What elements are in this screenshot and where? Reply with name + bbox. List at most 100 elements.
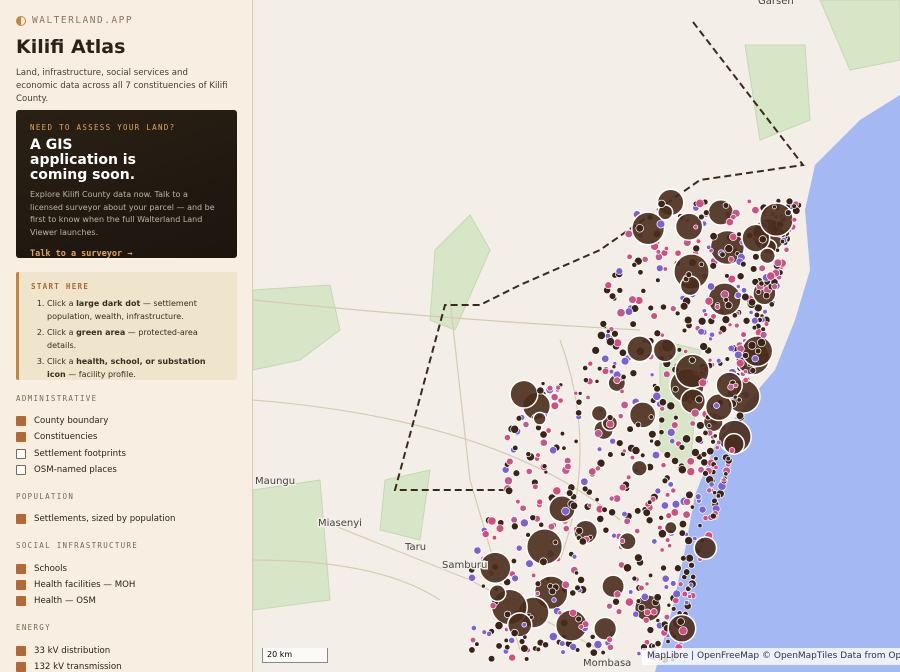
facility	[742, 376, 749, 384]
facility	[607, 451, 614, 458]
facility	[751, 355, 759, 363]
facility	[659, 405, 666, 412]
layer-item[interactable]: OSM-named places	[16, 462, 237, 478]
facility	[715, 493, 722, 499]
facility	[698, 378, 708, 388]
facility	[629, 454, 636, 461]
facility	[626, 253, 633, 260]
facility	[548, 632, 558, 642]
facility	[784, 209, 792, 217]
layer-item[interactable]: Settlements, sized by population	[16, 511, 237, 527]
facility	[525, 532, 531, 538]
facility	[758, 280, 765, 287]
facility	[608, 508, 617, 517]
facility	[623, 517, 631, 525]
facility	[655, 249, 662, 255]
checkbox[interactable]	[16, 563, 26, 574]
map[interactable]: Garsen Maungu Miasenyi Taru Samburu Mombasa	[253, 0, 900, 672]
layer-item[interactable]: Constituencies	[16, 429, 237, 445]
facility	[650, 608, 658, 616]
facility	[660, 564, 667, 572]
facility	[660, 462, 667, 469]
brand[interactable]: WALTERLAND.APP	[16, 15, 133, 26]
facility	[646, 626, 655, 634]
facility	[665, 512, 673, 519]
step: Click a green area — protected-area deta…	[47, 326, 225, 352]
facility	[469, 636, 477, 644]
step-text: Click a	[47, 328, 77, 337]
checkbox[interactable]	[16, 465, 26, 476]
layer-item[interactable]: Health — OSM	[16, 593, 237, 609]
layer-item[interactable]: Settlement footprints	[16, 446, 237, 462]
cta-body: Explore Kilifi County data now. Talk to …	[30, 190, 215, 237]
facility	[605, 337, 616, 347]
protected-area	[379, 469, 431, 541]
title: Kilifi Atlas	[16, 36, 126, 58]
facility	[616, 287, 624, 294]
layer-label: OSM-named places	[34, 465, 117, 476]
facility	[653, 385, 661, 393]
facility	[692, 244, 701, 253]
checkbox[interactable]	[16, 448, 26, 459]
layer-label: Health — OSM	[34, 596, 96, 607]
facility	[539, 430, 548, 439]
facility	[561, 580, 570, 589]
layer-item[interactable]: Health facilities — MOH	[16, 577, 237, 593]
facility	[624, 229, 633, 239]
facility	[724, 356, 731, 362]
facility	[740, 260, 747, 268]
layer-item[interactable]: 132 kV transmission	[16, 659, 237, 672]
cta-link[interactable]: Talk to a surveyor →	[30, 249, 133, 259]
facility	[673, 564, 682, 573]
facility	[665, 638, 671, 645]
checkbox[interactable]	[16, 514, 26, 525]
facility	[504, 644, 511, 651]
facility	[662, 370, 671, 379]
step: Click a health, school, or substation ic…	[47, 355, 225, 381]
facility	[755, 288, 762, 295]
facility	[473, 546, 482, 555]
facility	[655, 264, 664, 273]
checkbox[interactable]	[16, 596, 26, 607]
facility	[707, 357, 713, 363]
facility	[704, 296, 714, 306]
facility	[634, 507, 642, 515]
checkbox[interactable]	[16, 579, 26, 590]
layer-item[interactable]: County boundary	[16, 413, 237, 429]
facility	[642, 508, 651, 517]
facility	[666, 602, 672, 608]
facility	[766, 271, 776, 281]
facility	[580, 477, 589, 486]
facility	[624, 597, 634, 607]
facility	[649, 372, 655, 378]
facility	[495, 642, 503, 650]
facility	[494, 621, 504, 631]
checkbox[interactable]	[16, 432, 26, 443]
facility	[700, 458, 709, 467]
ocean	[655, 95, 900, 672]
facility	[539, 438, 548, 447]
facility	[642, 616, 650, 624]
facility	[609, 437, 617, 445]
facility	[594, 378, 600, 384]
facility	[515, 414, 523, 422]
layer-item[interactable]: 33 kV distribution	[16, 642, 237, 658]
facility	[712, 490, 718, 496]
facility	[519, 504, 527, 512]
step-bold: large dark dot	[76, 299, 141, 308]
facility	[772, 204, 777, 210]
facility	[601, 354, 610, 363]
facility	[706, 447, 715, 456]
facility	[515, 498, 521, 505]
facility	[760, 326, 766, 332]
checkbox[interactable]	[16, 645, 26, 656]
facility	[683, 315, 693, 325]
logo	[16, 15, 26, 26]
checkbox[interactable]	[16, 416, 26, 427]
layer-item[interactable]: Schools	[16, 560, 237, 576]
facility	[515, 544, 523, 552]
facility	[748, 309, 754, 315]
facility	[557, 397, 564, 404]
checkbox[interactable]	[16, 661, 26, 672]
facility	[683, 497, 692, 506]
